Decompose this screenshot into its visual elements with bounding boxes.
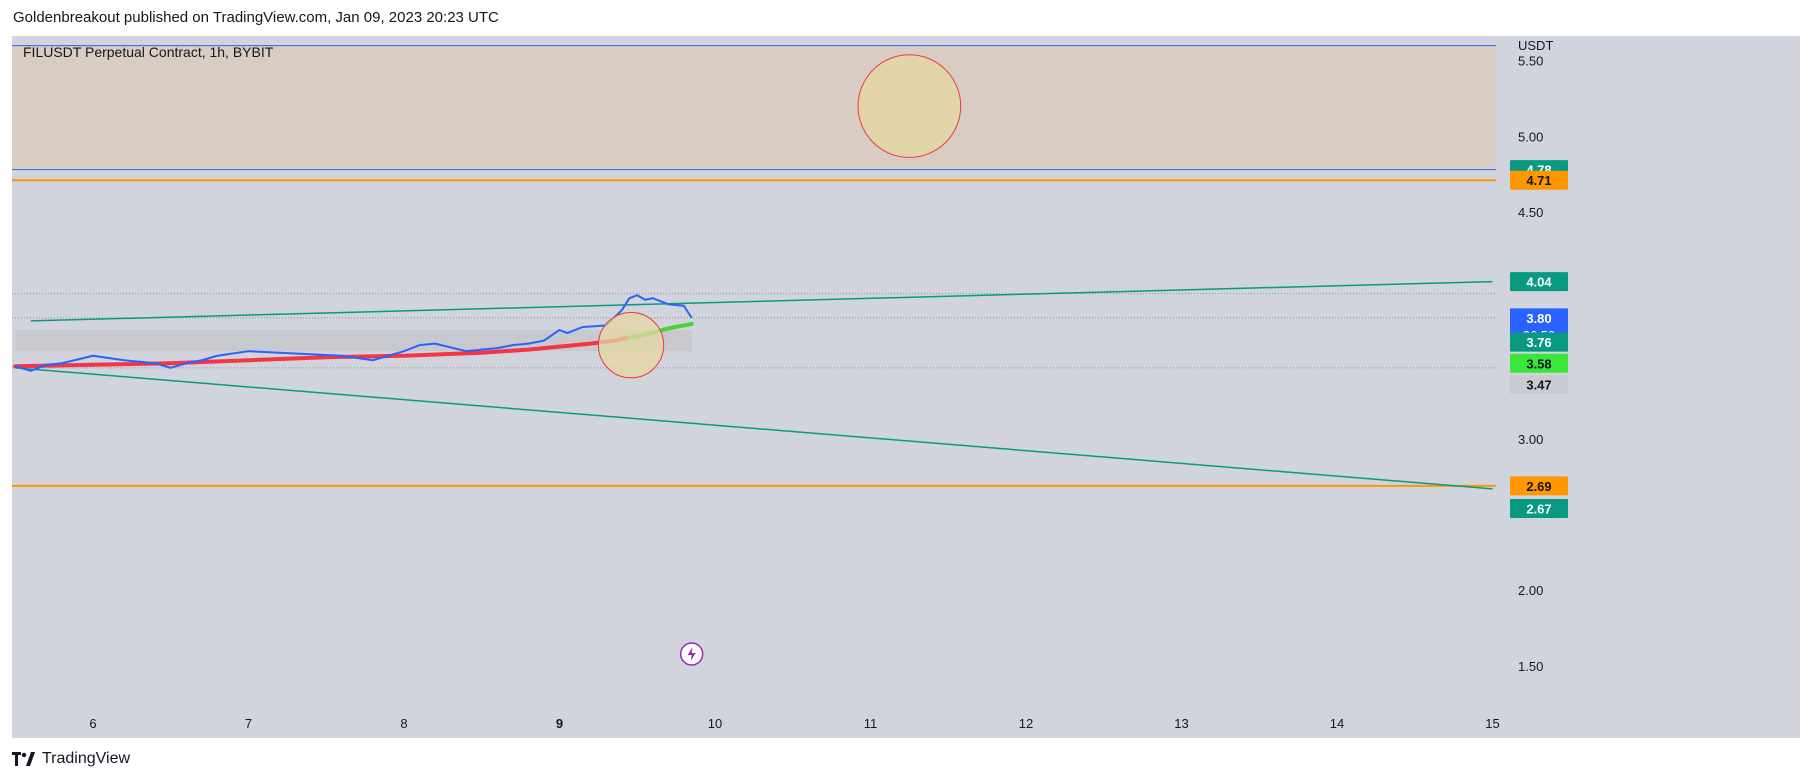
consolidation-band	[15, 329, 692, 352]
x-tick-label: 6	[89, 716, 96, 731]
price-label-text: 2.69	[1526, 479, 1551, 494]
time-axis: 6 7 8 9 10 11 12 13 14 15	[89, 716, 1499, 731]
price-line	[14, 294, 693, 372]
price-label-bg	[1510, 476, 1568, 496]
x-tick-label: 13	[1174, 716, 1188, 731]
y-tick-label: 4.50	[1518, 205, 1543, 220]
lightning-icon	[687, 647, 696, 661]
y-tick-label: 2.00	[1518, 583, 1543, 598]
y-tick-label: 5.00	[1518, 129, 1543, 144]
tradingview-logo-icon[interactable]	[12, 752, 36, 766]
price-label-bg	[1510, 332, 1568, 352]
price-label-text: 3.47	[1526, 377, 1551, 392]
x-tick-label: 7	[245, 716, 252, 731]
x-tick-label: 15	[1485, 716, 1499, 731]
price-label: 3.47	[1510, 374, 1568, 394]
event-markers	[679, 642, 704, 666]
x-tick-label: 14	[1330, 716, 1344, 731]
horizontal-lines	[12, 45, 1496, 487]
price-labels: 4.784.714.043.8036:503.763.583.472.692.6…	[1510, 160, 1568, 519]
resistance-zone-rect	[12, 45, 1496, 170]
price-label: 2.67	[1510, 499, 1568, 519]
x-tick-label: 9	[556, 716, 563, 731]
price-label-bg	[1510, 272, 1568, 292]
price-label-text: 4.04	[1526, 275, 1552, 290]
price-label-bg	[1510, 353, 1568, 373]
price-label-bg	[1510, 374, 1568, 394]
x-tick-label: 10	[708, 716, 722, 731]
y-tick-label: 1.50	[1518, 659, 1543, 674]
price-label: 4.04	[1510, 272, 1568, 292]
footer: TradingView	[12, 750, 130, 768]
price-label-text: 3.58	[1526, 356, 1551, 371]
time-axis-background	[12, 699, 1800, 738]
currency-label: USDT	[1518, 38, 1553, 53]
grey-band	[15, 329, 692, 352]
y-tick-label: 3.00	[1518, 432, 1543, 447]
footer-brand: TradingView	[42, 750, 131, 767]
price-label-text: 3.76	[1526, 335, 1551, 350]
price-label-text: 4.71	[1526, 173, 1551, 188]
dotted-lines	[12, 293, 1496, 369]
highlight-circles	[597, 54, 962, 379]
x-tick-label: 11	[864, 716, 878, 731]
y-tick-label: 5.50	[1518, 54, 1543, 69]
trendline	[30, 280, 1493, 322]
x-tick-label: 8	[400, 716, 407, 731]
price-label: 2.69	[1510, 476, 1568, 496]
publisher-header: Goldenbreakout published on TradingView.…	[13, 9, 499, 26]
resistance-zone	[12, 45, 1496, 170]
price-label-text: 3.80	[1526, 311, 1551, 326]
highlight-circle	[857, 54, 962, 158]
trendlines	[15, 280, 1493, 490]
symbol-title: FILUSDT Perpetual Contract, 1h, BYBIT	[23, 44, 274, 60]
highlight-circle	[597, 311, 665, 379]
price-label-bg	[1510, 499, 1568, 519]
trendline	[15, 367, 1493, 490]
price-label: 3.58	[1510, 353, 1568, 373]
price-label: 3.76	[1510, 332, 1568, 352]
price-label-bg	[1510, 170, 1568, 190]
price-label-text: 2.67	[1526, 502, 1551, 517]
price-label: 4.71	[1510, 170, 1568, 190]
x-tick-label: 12	[1019, 716, 1033, 731]
